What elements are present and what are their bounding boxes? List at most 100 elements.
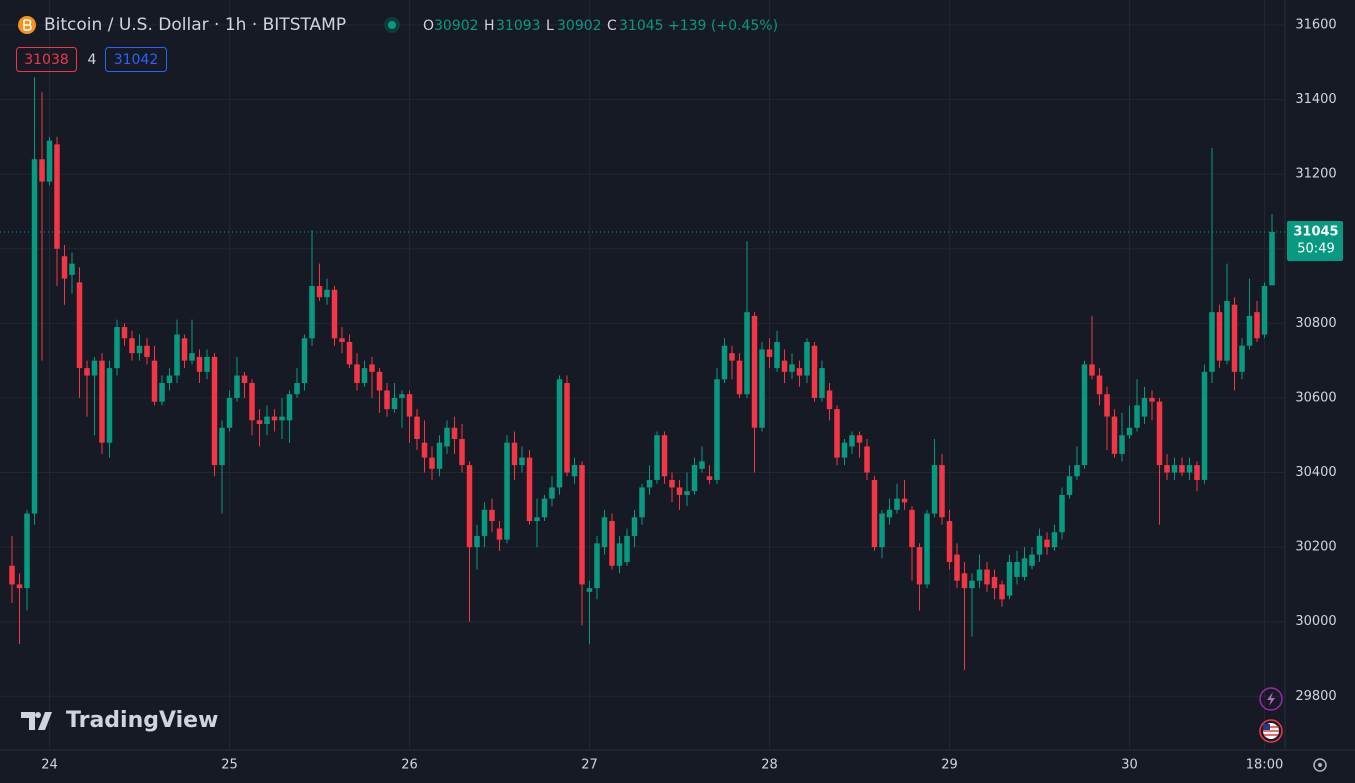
candle-body xyxy=(946,521,953,563)
last-price-box xyxy=(1287,220,1343,261)
candle-body xyxy=(676,487,683,495)
candle-body xyxy=(1261,286,1268,335)
candle-body xyxy=(121,327,128,339)
candle-body xyxy=(31,159,38,514)
y-tick-label: 30000 xyxy=(1295,614,1336,629)
candle-body xyxy=(826,390,833,410)
candle-body xyxy=(954,554,960,581)
candle-body xyxy=(766,349,773,357)
event-icon[interactable] xyxy=(1259,687,1283,711)
candle-body xyxy=(1171,465,1178,473)
candle-body xyxy=(249,383,255,421)
candle-body xyxy=(564,383,570,473)
candle-body xyxy=(406,394,413,417)
candle-body xyxy=(46,140,53,182)
bid-box[interactable] xyxy=(16,47,77,72)
candle-body xyxy=(226,397,233,428)
candle-body xyxy=(834,409,840,458)
candle-body xyxy=(421,442,428,458)
candle-body xyxy=(204,356,210,372)
candle-body xyxy=(369,364,375,372)
candle-body xyxy=(714,379,720,480)
y-tick-label: 30400 xyxy=(1295,465,1336,480)
candle-body xyxy=(414,416,420,439)
settings-icon[interactable] xyxy=(1313,758,1327,772)
x-tick-label: 30 xyxy=(1121,758,1138,773)
candle-body xyxy=(361,368,368,384)
symbol-title: Bitcoin / U.S. Dollar · 1h · BITSTAMP xyxy=(44,15,346,35)
candle-body xyxy=(444,427,450,447)
candle-body xyxy=(976,569,983,581)
candle-body xyxy=(736,360,743,395)
candle-body xyxy=(324,289,330,298)
candle-body xyxy=(1081,364,1088,466)
candle-body xyxy=(339,338,345,342)
ask-price[interactable]: 31042 xyxy=(114,52,159,68)
candle-body xyxy=(1066,476,1073,495)
candle-body xyxy=(129,338,135,354)
candle-body xyxy=(1126,427,1133,436)
change: +139 (+0.45%) xyxy=(668,18,778,34)
candle-body xyxy=(849,435,855,447)
candle-body xyxy=(39,159,45,182)
candle-body xyxy=(1074,465,1080,477)
x-tick-label: 26 xyxy=(401,758,418,773)
ohlc-value: 31093 xyxy=(496,18,541,34)
candle-body xyxy=(624,535,630,563)
candle-body xyxy=(331,289,338,339)
candle-body xyxy=(759,349,765,428)
candle-body xyxy=(391,397,398,410)
candle-body xyxy=(219,427,225,466)
candle-body xyxy=(264,416,270,425)
candle-body xyxy=(999,584,1005,600)
candle-body xyxy=(429,457,435,469)
candle-body xyxy=(16,584,23,589)
candle-body xyxy=(1029,554,1035,566)
candle-body xyxy=(894,498,900,510)
candle-body xyxy=(114,327,120,369)
settings-center xyxy=(1318,763,1322,767)
candle-body xyxy=(1156,401,1163,466)
candle-body xyxy=(1209,312,1215,372)
flag-icon[interactable] xyxy=(1259,719,1283,743)
candle-body xyxy=(1231,304,1238,372)
candle-body xyxy=(871,479,878,548)
ask-box[interactable] xyxy=(105,47,167,72)
axis-labels: 2980030000302003040030600308003100031200… xyxy=(41,17,1343,773)
candle-body xyxy=(279,416,285,421)
y-tick-label: 30800 xyxy=(1295,316,1336,331)
candle-body xyxy=(939,465,945,518)
candle-body xyxy=(789,364,795,372)
candle-body xyxy=(864,446,870,473)
candle-body xyxy=(309,286,315,339)
candle-body xyxy=(489,509,495,522)
candle-body xyxy=(1246,315,1253,346)
candle-body xyxy=(451,427,458,439)
candle-body xyxy=(504,442,510,540)
candle-body xyxy=(1021,558,1028,577)
bid-price[interactable]: 31038 xyxy=(24,52,69,68)
candle-body xyxy=(1104,394,1110,417)
ohlc-letter: H xyxy=(484,18,495,34)
candle-body xyxy=(151,360,158,402)
status-dot xyxy=(388,21,396,29)
candle-body xyxy=(1164,465,1170,473)
candle-body xyxy=(781,360,788,372)
ohlc-letter: L xyxy=(546,18,554,34)
candle-body xyxy=(819,368,825,398)
candle-body xyxy=(646,479,653,488)
candle-body xyxy=(24,513,30,589)
candle-body xyxy=(474,535,480,548)
candle-body xyxy=(729,353,735,361)
candle-body xyxy=(1051,532,1058,548)
candle-body xyxy=(1254,312,1260,339)
candle-body xyxy=(1134,405,1140,428)
candle-body xyxy=(9,565,15,585)
candle-body xyxy=(601,517,608,548)
x-tick-label: 18:00 xyxy=(1246,758,1283,773)
candle-body xyxy=(211,356,218,466)
candle-body xyxy=(879,513,885,548)
candle-body xyxy=(1059,494,1065,533)
candle-body xyxy=(886,509,893,518)
candle-body xyxy=(301,338,308,384)
